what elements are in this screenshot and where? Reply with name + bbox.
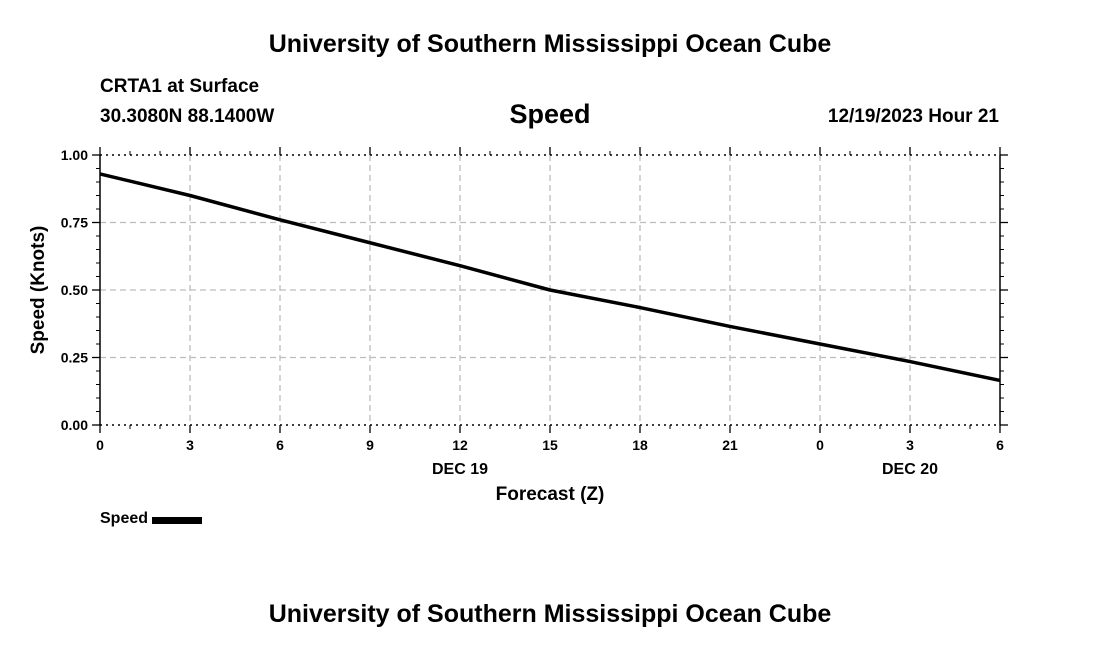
labels-layer: 0.00 0.25 0.50 0.75 1.00 0 3 6 9 12 15 18 21 0 3 6 DEC 1…: [28, 147, 1004, 505]
forecast-timestamp: 12/19/2023 Hour 21: [827, 106, 999, 127]
y-tick-label: 0.25: [61, 350, 88, 366]
x-tick-label: 21: [722, 437, 738, 453]
x-axis-title: Forecast (Z): [496, 484, 605, 505]
station-label: CRTA1 at Surface: [100, 76, 260, 97]
x-tick-label: 15: [542, 437, 558, 453]
legend-swatch-speed: [152, 517, 203, 524]
chart-title-top: University of Southern Mississippi Ocean…: [268, 30, 832, 58]
y-tick-label: 0.50: [61, 282, 88, 298]
x-date-label: DEC 20: [882, 461, 938, 478]
y-tick-label: 0.75: [61, 215, 88, 231]
x-tick-label: 3: [906, 437, 914, 453]
station-coordinates: 30.3080N 88.1400W: [100, 106, 275, 127]
x-tick-label: 6: [996, 437, 1004, 453]
y-tick-label: 0.00: [61, 417, 88, 433]
x-tick-label: 0: [816, 437, 824, 453]
x-tick-label: 12: [452, 437, 468, 453]
legend-label: Speed: [100, 510, 149, 527]
legend: Speed: [100, 510, 203, 528]
series-layer: [99, 172, 1001, 383]
y-axis-title: Speed (Knots): [28, 226, 49, 355]
variable-title: Speed: [509, 99, 591, 129]
x-date-label: DEC 19: [432, 461, 488, 478]
x-tick-label: 3: [186, 437, 194, 453]
axes-layer: [92, 147, 1008, 433]
y-tick-label: 1.00: [61, 147, 88, 163]
chart-title-bottom: University of Southern Mississippi Ocean…: [268, 600, 832, 628]
x-tick-label: 0: [96, 437, 104, 453]
x-tick-label: 6: [276, 437, 284, 453]
x-tick-label: 9: [366, 437, 374, 453]
x-tick-label: 18: [632, 437, 648, 453]
